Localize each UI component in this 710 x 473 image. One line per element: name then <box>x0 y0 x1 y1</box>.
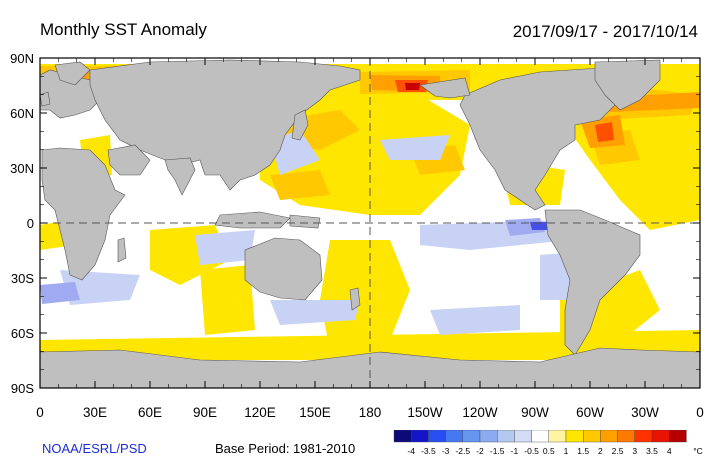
color-legend: -4 -3.5 -3 -2.5 -2 -1.5 -1 -0.5 0.5 1 1.5 2 2.5 3 3.5 4… <box>393 430 703 456</box>
lat-label-0: 0 <box>26 216 34 231</box>
lon-label-180: 180 <box>358 405 382 420</box>
legend-tick-label: 0.5 <box>543 446 555 456</box>
lon-label-150e: 150E <box>299 405 331 420</box>
legend-tick-label: 1.5 <box>577 446 589 456</box>
legend-swatch <box>531 430 550 443</box>
lon-label-120e: 120E <box>244 405 276 420</box>
credit-text: NOAA/ESRL/PSD <box>42 441 147 456</box>
legend-tick-label: -3.5 <box>421 446 436 456</box>
legend-tick-label: 3 <box>632 446 637 456</box>
legend-tick-label: 1 <box>564 446 569 456</box>
legend-swatch <box>600 430 618 443</box>
lon-label-30e: 30E <box>82 405 108 420</box>
legend-unit: °C <box>693 446 703 456</box>
land-asia <box>89 59 361 191</box>
land-scandinavia <box>54 61 91 86</box>
legend-swatch <box>411 430 429 443</box>
warm-anomaly-region <box>320 240 410 350</box>
lat-label-60n: 60N <box>10 106 34 121</box>
lon-label-120w: 120W <box>462 405 498 420</box>
legend-swatch <box>582 430 601 443</box>
lat-label-30s: 30S <box>10 271 34 286</box>
land-antarctica <box>40 347 700 388</box>
base-period-text: Base Period: 1981-2010 <box>215 441 356 456</box>
land-australia <box>244 237 323 301</box>
legend-swatch <box>393 430 412 443</box>
cool-anomaly-region <box>530 222 550 230</box>
legend-swatch <box>651 430 670 443</box>
date-range: 2017/09/17 - 2017/10/14 <box>512 22 698 41</box>
cool-anomaly-region <box>195 230 255 265</box>
land-uk <box>40 91 51 107</box>
axis-ticks <box>39 57 701 389</box>
land-new-zealand <box>349 287 361 311</box>
land-south-america <box>544 209 641 356</box>
legend-tick-label: 4 <box>667 446 672 456</box>
legend-swatch <box>445 430 463 443</box>
lon-label-30w: 30W <box>631 405 659 420</box>
lon-label-90w: 90W <box>521 405 549 420</box>
land-indonesia <box>214 211 291 229</box>
land-madagascar <box>117 237 127 263</box>
legend-swatch <box>669 430 687 443</box>
legend-swatch <box>462 430 481 443</box>
lon-label-0-east: 0 <box>696 405 704 420</box>
lon-label-90e: 90E <box>192 405 218 420</box>
legend-swatch <box>496 430 515 443</box>
lat-label-90s: 90S <box>10 381 34 396</box>
legend-swatch <box>428 430 446 443</box>
legend-swatch <box>617 430 636 443</box>
lat-label-90n: 90N <box>10 51 34 66</box>
land-india <box>164 157 196 196</box>
cool-anomaly-region <box>380 135 450 160</box>
land-japan <box>291 109 309 141</box>
legend-tick-label: -2 <box>476 446 484 456</box>
legend-swatch <box>479 430 498 443</box>
legend-tick-label: 2.5 <box>612 446 624 456</box>
lat-label-60s: 60S <box>10 326 34 341</box>
land-masses <box>40 59 700 388</box>
lat-label-30n: 30N <box>10 161 34 176</box>
legend-tick-label: 2 <box>598 446 603 456</box>
lon-label-60e: 60E <box>137 405 163 420</box>
legend-tick-label: -3 <box>442 446 450 456</box>
warm-anomaly-region <box>270 170 330 200</box>
land-greenland <box>594 59 661 111</box>
legend-swatch <box>548 430 567 443</box>
legend-tick-label: -2.5 <box>455 446 470 456</box>
warm-anomaly-region <box>405 83 420 90</box>
lon-label-0: 0 <box>36 405 44 420</box>
legend-swatch <box>514 430 532 443</box>
cool-anomaly-region <box>270 300 360 325</box>
legend-tick-label: -0.5 <box>524 446 539 456</box>
chart-title: Monthly SST Anomaly <box>40 20 207 39</box>
land-alaska <box>419 77 471 99</box>
lon-label-60w: 60W <box>576 405 604 420</box>
land-new-guinea <box>289 214 321 229</box>
cool-anomaly-region <box>40 282 80 304</box>
lon-label-150w: 150W <box>407 405 443 420</box>
legend-swatch <box>634 430 653 443</box>
legend-tick-label: -4 <box>407 446 415 456</box>
cool-anomaly-region <box>430 305 520 335</box>
land-africa <box>41 147 126 281</box>
warm-anomaly-region <box>200 265 255 335</box>
legend-tick-label: -1 <box>511 446 519 456</box>
warm-anomaly-region <box>595 122 614 142</box>
legend-swatch <box>565 430 584 443</box>
legend-tick-label: 3.5 <box>646 446 658 456</box>
legend-tick-label: -1.5 <box>490 446 505 456</box>
land-arabia <box>107 144 151 176</box>
